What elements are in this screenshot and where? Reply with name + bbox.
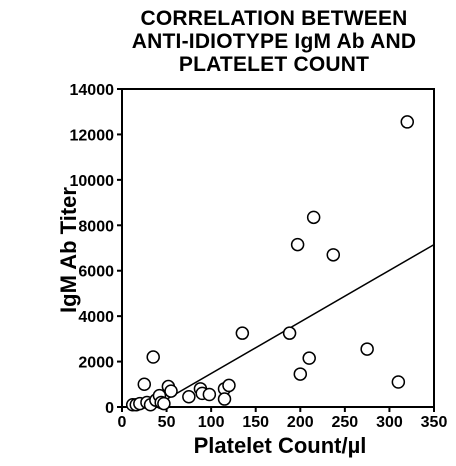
x-tick-label: 300 [376, 414, 403, 431]
regression-line [152, 243, 435, 408]
chart-title-line-2: ANTI-IDIOTYPE IgM Ab AND [131, 30, 417, 53]
x-axis: 0 50 100 150 200 250 300 350 [118, 407, 448, 431]
data-points [125, 115, 415, 412]
data-point [290, 237, 305, 252]
x-tick-label: 100 [198, 414, 225, 431]
data-point [137, 377, 152, 392]
data-point [293, 367, 308, 381]
data-point [235, 326, 250, 340]
data-point [157, 396, 171, 411]
data-point [282, 326, 297, 340]
data-point [306, 210, 321, 225]
regression-line-group [152, 243, 435, 408]
y-tick-label: 14000 [70, 82, 115, 99]
data-point [222, 378, 236, 393]
data-point [217, 392, 232, 406]
data-point [202, 387, 217, 402]
x-tick-label: 200 [287, 414, 314, 431]
data-point [302, 351, 316, 365]
y-tick-label: 2000 [78, 355, 114, 372]
y-tick-label: 6000 [78, 264, 114, 281]
data-point [360, 342, 374, 356]
data-point [164, 384, 178, 398]
data-point [146, 350, 160, 364]
chart-title-line-1: CORRELATION BETWEEN [140, 7, 408, 30]
y-tick-label: 4000 [78, 309, 114, 326]
data-point [391, 375, 406, 389]
plot-frame [121, 88, 435, 408]
x-axis-label: Platelet Count/µl [193, 433, 367, 458]
data-point [326, 248, 341, 262]
y-axis: 0 2000 4000 6000 8000 10000 12000 14000 [70, 82, 122, 417]
x-tick-label: 50 [158, 414, 176, 431]
y-tick-label: 0 [105, 400, 114, 417]
chart-title-line-3: PLATELET COUNT [178, 53, 370, 76]
y-tick-label: 10000 [70, 173, 115, 190]
data-point [182, 390, 196, 404]
x-tick-label: 150 [242, 414, 269, 431]
y-tick-label: 12000 [70, 127, 115, 144]
x-tick-label: 350 [421, 414, 448, 431]
x-tick-label: 250 [332, 414, 359, 431]
x-tick-label: 0 [118, 414, 127, 431]
data-point [400, 115, 415, 129]
y-tick-label: 8000 [78, 218, 114, 235]
